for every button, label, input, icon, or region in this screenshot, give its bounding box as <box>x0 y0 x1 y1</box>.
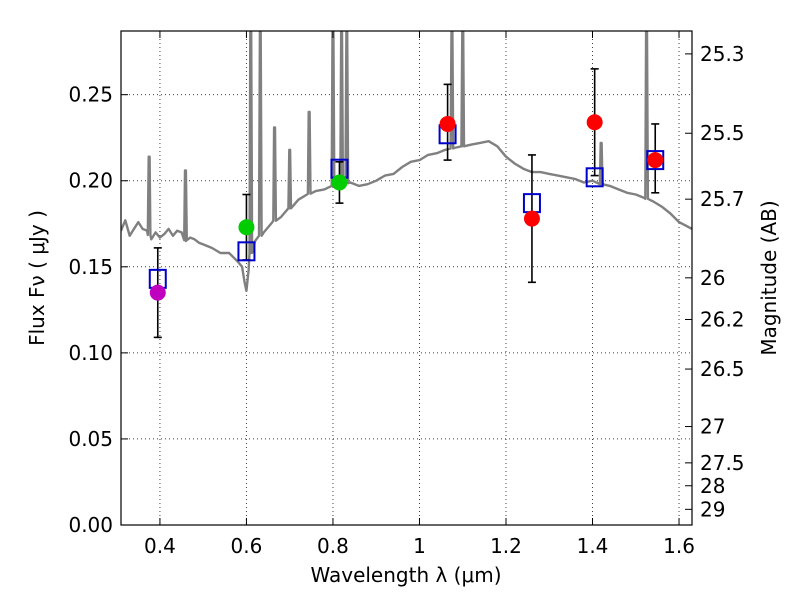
x-axis-title: Wavelength λ (μm) <box>310 563 501 587</box>
right-tick-label: 25.5 <box>700 121 745 145</box>
y-tick-label: 0.05 <box>68 427 113 451</box>
observed-flux-point <box>331 174 348 191</box>
x-tick-label: 0.6 <box>231 534 263 558</box>
x-tick-label: 1.2 <box>490 534 522 558</box>
x-tick-label: 0.4 <box>144 534 176 558</box>
observed-flux-point <box>238 219 255 236</box>
tick-labels: 0.4 0.6 0.8 1 1.2 1.4 1.6 0.00 0.05 0.10 0.15 0.20 0… <box>68 42 744 558</box>
observed-flux-point <box>523 210 540 227</box>
observed-flux-point <box>149 284 166 301</box>
observed-flux-point <box>439 115 456 132</box>
y-tick-label: 0.00 <box>68 513 113 537</box>
right-tick-label: 26.5 <box>700 357 745 381</box>
right-tick-label: 27.5 <box>700 451 745 475</box>
y-axis-title: Flux Fν ( μJy ) <box>25 210 49 346</box>
right-tick-label: 25.3 <box>700 42 745 66</box>
right-tick-label: 25.7 <box>700 187 745 211</box>
observed-flux-point <box>586 114 603 131</box>
model-photometry-square <box>237 241 256 262</box>
observed-flux-point <box>647 152 664 169</box>
y-tick-label: 0.10 <box>68 341 113 365</box>
axis-ticks <box>121 31 692 526</box>
data-markers <box>148 114 665 301</box>
model-photometry-square <box>585 167 604 188</box>
y-tick-label: 0.15 <box>68 255 113 279</box>
model-spectrum <box>121 31 692 293</box>
right-tick-label: 26.2 <box>700 307 745 331</box>
y-tick-label: 0.25 <box>68 83 113 107</box>
y-tick-label: 0.20 <box>68 169 113 193</box>
right-tick-label: 28 <box>700 474 725 498</box>
x-tick-label: 1.6 <box>663 534 695 558</box>
right-tick-label: 27 <box>700 415 725 439</box>
right-y-axis-title: Magnitude (AB) <box>757 200 781 355</box>
x-tick-label: 1.4 <box>577 534 609 558</box>
right-tick-label: 26 <box>700 266 725 290</box>
right-tick-label: 29 <box>700 497 725 521</box>
x-tick-label: 1 <box>413 534 426 558</box>
x-tick-label: 0.8 <box>317 534 349 558</box>
model-spectrum-line <box>121 31 692 293</box>
